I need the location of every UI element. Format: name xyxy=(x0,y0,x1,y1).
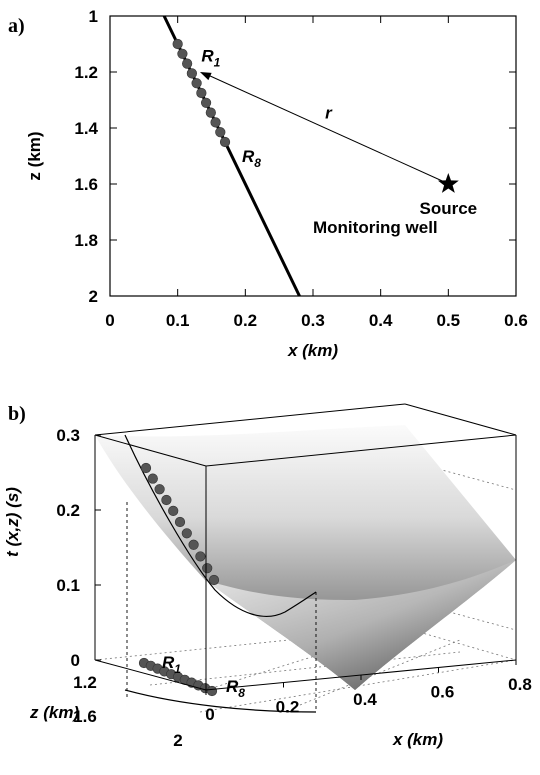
surface-receiver-point xyxy=(174,516,186,528)
t-tick-label: 0 xyxy=(71,651,80,670)
ray-arrowhead xyxy=(199,72,212,81)
surface-receiver-point xyxy=(168,505,179,516)
y-tick-label: 1.8 xyxy=(74,231,98,250)
x-tick-label: 0 xyxy=(205,705,214,724)
ray-label: r xyxy=(325,104,333,123)
panel-b-t-ticks: 0 0.1 0.2 0.3 xyxy=(56,426,101,670)
panel-b-receiver-label-r1: R1 xyxy=(162,653,181,676)
x-tick-label: 0.5 xyxy=(437,311,461,330)
receiver-point xyxy=(172,38,183,50)
panel-b-label: b) xyxy=(8,403,26,425)
traveltime-surface-right xyxy=(205,560,516,690)
panel-a: a) 0 0.1 0.2 0.3 0.4 0.5 0.6 1 1.2 1.4 1.6 1.8 2 x (… xyxy=(8,7,528,360)
panel-b-x-ticks: 0 0.2 0.4 0.6 0.8 xyxy=(205,660,532,724)
x-tick-label: 0.4 xyxy=(353,690,377,709)
panel-b-t-axis-label: t (x,z) (s) xyxy=(3,487,22,557)
panel-a-y-axis-label: z (km) xyxy=(25,131,44,180)
receiver-point xyxy=(210,117,221,128)
panel-a-x-axis-label: x (km) xyxy=(287,341,338,360)
x-tick-label: 0.8 xyxy=(508,675,532,694)
x-tick-label: 0.4 xyxy=(369,311,393,330)
receivers xyxy=(172,38,231,148)
x-tick-label: 0 xyxy=(105,311,114,330)
surface-receiver-point xyxy=(140,462,152,474)
panel-a-label: a) xyxy=(8,15,25,37)
x-tick-label: 0.2 xyxy=(234,311,258,330)
panel-a-plot-frame xyxy=(109,15,517,297)
y-tick-label: 1 xyxy=(89,7,98,26)
source-star-icon xyxy=(437,173,459,193)
receiver-point xyxy=(186,68,197,79)
surface-receiver-point xyxy=(202,563,213,574)
x-tick-label: 0.6 xyxy=(431,683,455,702)
z-tick-label: 1.2 xyxy=(73,673,97,692)
projection-lines xyxy=(126,502,317,712)
surface-receivers xyxy=(140,462,220,586)
receiver-point xyxy=(177,48,188,59)
surface-receiver-point xyxy=(154,484,165,495)
x-tick-label: 0.2 xyxy=(276,698,300,717)
surface-receiver-point xyxy=(181,528,192,539)
receiver-point xyxy=(182,58,193,69)
receiver-label-r8: R8 xyxy=(242,147,261,170)
t-tick-label: 0.2 xyxy=(56,501,80,520)
well-traveltime-curve xyxy=(124,434,317,617)
z-tick-label: 1.6 xyxy=(73,707,97,726)
well-floor-projection xyxy=(124,689,317,713)
z-tick-label: 2 xyxy=(173,731,182,750)
receiver-point xyxy=(215,127,226,138)
x-tick-label: 0.6 xyxy=(504,311,528,330)
surface-receiver-point xyxy=(208,574,220,586)
y-tick-label: 1.6 xyxy=(74,175,98,194)
floor-receiver-point xyxy=(206,685,218,697)
ray-line xyxy=(207,74,443,182)
floor-receivers xyxy=(138,657,218,697)
source-label: Source xyxy=(420,199,478,218)
receiver-point xyxy=(191,78,202,89)
x-tick-label: 0.1 xyxy=(166,311,190,330)
surface-receiver-point xyxy=(161,494,172,506)
panel-a-tick-labels: 0 0.1 0.2 0.3 0.4 0.5 0.6 1 1.2 1.4 1.6 1.8 2 xyxy=(74,7,527,330)
y-tick-label: 1.4 xyxy=(74,119,98,138)
t-tick-label: 0.1 xyxy=(56,576,80,595)
surface-receiver-point xyxy=(188,539,199,550)
panel-b-z-ticks: 1.2 1.6 2 xyxy=(73,673,183,750)
surface-box-back xyxy=(94,403,517,660)
receiver-point xyxy=(205,107,216,118)
panel-b-z-axis-label: z (km) xyxy=(29,703,79,722)
receiver-point xyxy=(196,87,207,99)
y-tick-label: 2 xyxy=(89,287,98,306)
x-tick-label: 0.3 xyxy=(301,311,325,330)
surface-receiver-point xyxy=(195,551,206,562)
t-tick-label: 0.3 xyxy=(56,426,80,445)
panel-b-x-axis-label: x (km) xyxy=(392,730,443,749)
panel-a-ticks xyxy=(109,15,517,297)
receiver-point xyxy=(219,136,231,148)
surface-receiver-point xyxy=(147,473,158,484)
panel-b: b) xyxy=(3,403,532,750)
receiver-point xyxy=(200,97,212,108)
monitoring-well-label: Monitoring well xyxy=(313,218,438,237)
y-tick-label: 1.2 xyxy=(74,63,98,82)
panel-b-receiver-label-r8: R8 xyxy=(226,677,245,700)
receiver-label-r1: R1 xyxy=(201,47,220,70)
